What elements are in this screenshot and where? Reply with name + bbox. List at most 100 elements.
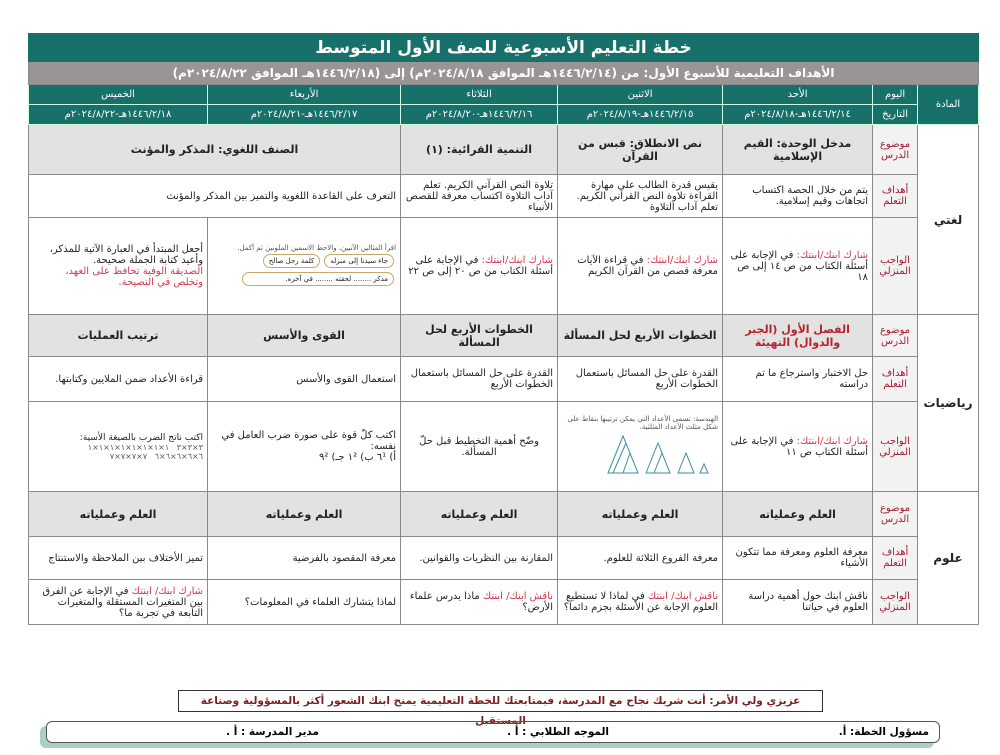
date-sun: ١٤٤٦/٢/١٤هـ-٢٠٢٤/٨/١٨م: [722, 104, 874, 125]
hw-text: ماذا يدرس علماء الأرض؟: [409, 591, 554, 613]
date-tue: ١٤٤٦/٢/١٦هـ-٢٠٢٤/٨/٢٠م: [400, 104, 559, 125]
hw-prefix: شارك ابنك/ابنتك:: [646, 255, 719, 266]
arabic-hw-sun: شارك ابنك/ابنتك: في الإجابة على أسئلة ال…: [722, 217, 874, 315]
math-goal-tue: القدرة على حل المسائل باستعمال الخطوات ا…: [400, 356, 559, 402]
label-homework: الواجب المنزلي: [872, 401, 919, 492]
exercise-item: ٦×٦×٦×٦×٦: [154, 451, 204, 461]
label-homework: الواجب المنزلي: [872, 217, 919, 315]
label-goals: أهداف التعلم: [872, 174, 919, 218]
label-goals: أهداف التعلم: [872, 536, 919, 580]
math-hw-tue: وضّح أهمية التخطيط قبل حلّ المسألة.: [400, 401, 559, 492]
math-hw-thu: اكتب ناتج الضرب بالصيغة الأسية: ٣×٣×٣ ١×…: [27, 401, 209, 492]
sci-topic-tue: العلم وعملياته: [400, 491, 559, 537]
math-goal-sun: حل الاختبار واسترجاع ما تم دراسته: [722, 356, 874, 402]
arabic-hw-mon: شارك ابنك/ابنتك: في قراءة الآيات معرفة ق…: [557, 217, 724, 315]
subject-arabic: لغتي: [917, 124, 980, 315]
arabic-hw-thu: أجعل المبتدأ في العبارة الآتية للمذكر، و…: [27, 217, 209, 315]
date-wed: ١٤٤٦/٢/١٧هـ-٢٠٢٤/٨/٢١م: [207, 104, 402, 125]
hw-text: في الإجابة عن الفرق بين المتغيرات المستق…: [42, 585, 204, 619]
subject-math: رياضيات: [917, 314, 980, 492]
plan-owner: مسؤول الخطة: أ.: [838, 726, 929, 738]
hw-prefix: ناقش ابنك/ ابنتك: [482, 591, 554, 602]
math-topic-tue: الخطوات الأربع لحل المسألة: [400, 314, 559, 357]
math-topic-wed: القوى والأسس: [207, 314, 402, 357]
day-mon: الاثنين: [557, 84, 724, 105]
exercise-instruction: اقرأ المثالين الآتيين، والاحظ الاسمين ال…: [237, 244, 397, 252]
hw-sentence: الصديقة الوفية تحافظ على العهد، وتخلص في…: [65, 266, 204, 288]
arabic-hw-wed-image: اقرأ المثالين الآتيين، والاحظ الاسمين ال…: [207, 217, 402, 315]
signature-bar: مسؤول الخطة: أ. الموجه الطلابي : أ . مدي…: [46, 721, 940, 743]
parent-note: عزيزي ولي الأمر: أنت شريك نجاح مع المدرس…: [178, 690, 823, 727]
label-goals: أهداف التعلم: [872, 356, 919, 402]
math-hw-sun: شارك ابنك/ابنتك: في الإجابة على أسئلة ال…: [722, 401, 874, 492]
math-topic-mon: الخطوات الأربع لحل المسألة: [557, 314, 724, 357]
hw-prefix: شارك ابنك/ابنتك:: [796, 435, 869, 447]
hw-prefix: ناقش ابنك/ ابنتك: [647, 591, 719, 602]
day-thu: الخميس: [27, 84, 209, 105]
math-topic-thu: ترتيب العمليات: [27, 314, 209, 357]
sci-goal-sun: معرفة العلوم ومعرفة مما تتكون الأشياء: [722, 536, 874, 580]
sci-topic-mon: العلم وعملياته: [557, 491, 724, 537]
school-principal: مدير المدرسة : أ .: [226, 726, 319, 738]
sci-topic-sun: العلم وعملياته: [722, 491, 874, 537]
label-topic: موضوع الدرس: [872, 314, 919, 357]
hw-prefix: شارك ابنك/ابنتك:: [796, 249, 869, 261]
sci-topic-thu: العلم وعملياته: [27, 491, 209, 537]
sci-hw-wed: لماذا يتشارك العلماء في المعلومات؟: [207, 579, 402, 625]
hw-text: أجعل المبتدأ في العبارة الآتية للمذكر، و…: [49, 244, 204, 266]
exercise-items: أ) ٦¹ ب) ١² جـ) ٩²: [318, 452, 397, 463]
arabic-goal-tue: تلاوة النص القرآني الكريم. تعلم آداب الت…: [400, 174, 559, 218]
page-title: خطة التعليم الأسبوعية للصف الأول المتوسط: [27, 33, 980, 62]
math-topic-sun: الفصل الأول (الجبر والدوال) التهيئة: [722, 314, 874, 357]
week-objectives: الأهداف التعليمية للأسبوع الأول: من (١٤٤…: [27, 61, 980, 85]
triangles-figure: [607, 434, 709, 473]
sci-goal-wed: معرفة المقصود بالفرضية: [207, 536, 402, 580]
arabic-goal-mon: يقيس قدرة الطالب على مهارة القراءة تلاوة…: [557, 174, 724, 218]
example-box: جاء سيدنا إلى منزله: [324, 254, 395, 268]
subject-science: علوم: [917, 491, 980, 625]
sci-hw-sun: ناقش ابنك حول أهمية دراسة العلوم في حيات…: [722, 579, 874, 625]
math-goal-thu: قراءة الأعداد ضمن الملايين وكتابتها.: [27, 356, 209, 402]
day-header: اليوم: [872, 84, 919, 105]
date-mon: ١٤٤٦/٢/١٥هـ-٢٠٢٤/٨/١٩م: [557, 104, 724, 125]
date-thu: ١٤٤٦/٢/١٨هـ-٢٠٢٤/٨/٢٢م: [27, 104, 209, 125]
arabic-goal-sun: يتم من خلال الحصة اكتساب اتجاهات وقيم إس…: [722, 174, 874, 218]
math-goal-wed: استعمال القوى والأسس: [207, 356, 402, 402]
arabic-hw-tue: شارك ابنك/ابنتك: في الإجابة على أسئلة ال…: [400, 217, 559, 315]
arabic-topic-wed-thu: الصنف اللغوي: المذكر والمؤنث: [27, 124, 402, 175]
hw-text: في لماذا لا تستطيع العلوم الإجابة عن الأ…: [563, 591, 719, 613]
exercise-caption: الهندسة: تسمى الأعداد التي يمكن ترتيبها …: [567, 414, 719, 431]
hw-text: في الإجابة على أسئلة الكتاب ص ١١: [730, 435, 869, 458]
sci-hw-tue: ناقش ابنك/ ابنتك ماذا يدرس علماء الأرض؟: [400, 579, 559, 625]
example-box: كلمة رجل صالح: [262, 254, 321, 268]
sci-hw-thu: شارك ابنك/ ابنتك في الإجابة عن الفرق بين…: [27, 579, 209, 625]
day-wed: الأربعاء: [207, 84, 402, 105]
day-tue: الثلاثاء: [400, 84, 559, 105]
exercise-title: اكتب كلّ قوة على صورة ضرب العامل في نفسه…: [221, 430, 397, 452]
sci-goal-tue: المقارنة بين النظريات والقوانين.: [400, 536, 559, 580]
hw-prefix: شارك ابنك/ ابنتك: [131, 585, 204, 597]
math-goal-mon: القدرة على حل المسائل باستعمال الخطوات ا…: [557, 356, 724, 402]
hw-text: في الإجابة على أسئلة الكتاب من ص ١٤ إلى …: [730, 249, 869, 283]
sci-goal-mon: معرفة الفروع الثلاثة للعلوم.: [557, 536, 724, 580]
math-hw-wed: اكتب كلّ قوة على صورة ضرب العامل في نفسه…: [207, 401, 402, 492]
weekly-plan-table: خطة التعليم الأسبوعية للصف الأول المتوسط…: [27, 33, 980, 625]
hw-prefix: شارك ابنك/ابنتك:: [481, 255, 554, 266]
label-topic: موضوع الدرس: [872, 491, 919, 537]
hw-text: في الإجابة على أسئلة الكتاب من ص ٢٠ إلى …: [408, 255, 554, 277]
answer-box: مذكر ........ لحقته ........ في آخره.: [242, 272, 395, 286]
exercise-item: ٣×٣×٣: [176, 442, 204, 452]
math-hw-mon-image: الهندسة: تسمى الأعداد التي يمكن ترتيبها …: [557, 401, 724, 492]
sci-topic-wed: العلم وعملياته: [207, 491, 402, 537]
day-sun: الأحد: [722, 84, 874, 105]
arabic-topic-sun: مدخل الوحدة: القيم الإسلامية: [722, 124, 874, 175]
arabic-topic-tue: التنمية القرائية: (١): [400, 124, 559, 175]
subject-header: المادة: [917, 84, 980, 125]
exercise-title: اكتب ناتج الضرب بالصيغة الأسية:: [79, 432, 204, 443]
sci-hw-mon: ناقش ابنك/ ابنتك في لماذا لا تستطيع العل…: [557, 579, 724, 625]
label-topic: موضوع الدرس: [872, 124, 919, 175]
label-homework: الواجب المنزلي: [872, 579, 919, 625]
student-supervisor: الموجه الطلابي : أ .: [507, 726, 609, 738]
arabic-goal-wed-thu: التعرف على القاعدة اللغوية والتميز بين ا…: [27, 174, 402, 218]
hw-text: في قراءة الآيات معرفة قصص من القرآن الكر…: [577, 255, 719, 277]
